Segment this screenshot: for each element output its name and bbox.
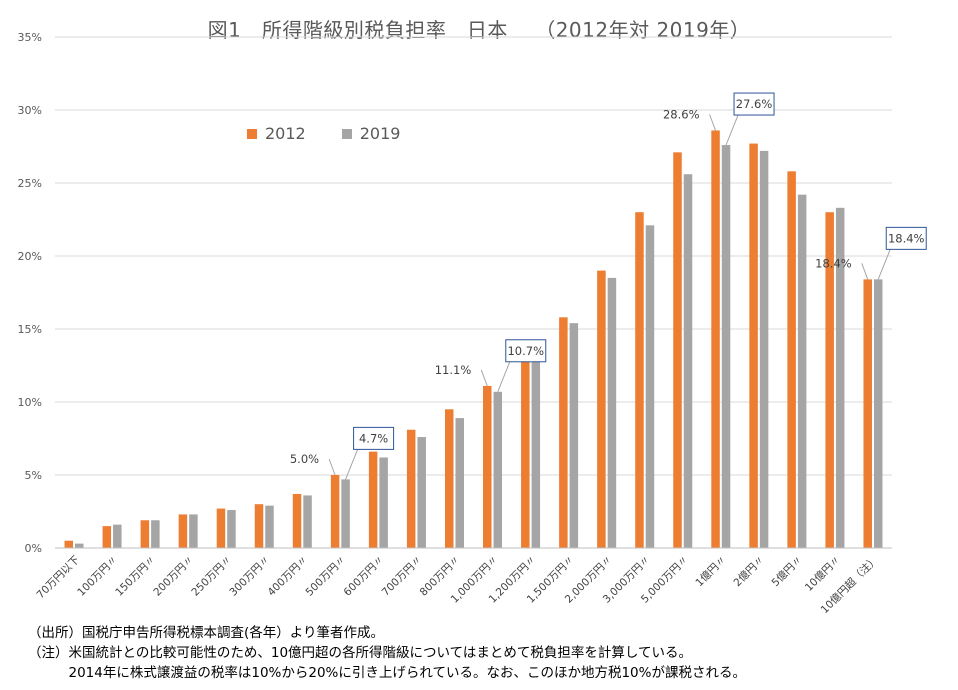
x-tick-label: 10億円〃: [802, 553, 843, 594]
bar-2012: [597, 270, 606, 548]
source-note: （出所）国税庁申告所得税標本調査(各年）より筆者作成。: [28, 625, 384, 641]
bar-2019: [265, 505, 274, 548]
y-tick-label: 25%: [18, 177, 42, 190]
bar-2012: [330, 475, 340, 548]
annotation-label: 18.4%: [888, 231, 925, 245]
bar-2019: [455, 418, 464, 548]
x-tick-label: 150万円〃: [113, 554, 158, 599]
y-tick-label: 35%: [18, 31, 42, 44]
y-tick-label: 0%: [25, 542, 42, 555]
bar-2012: [673, 152, 682, 548]
x-tick-label: 250万円〃: [189, 554, 234, 599]
bar-2019: [683, 174, 693, 549]
legend-swatch-2019: [341, 128, 352, 139]
x-tick-label: 5億円〃: [769, 553, 805, 589]
y-tick-label: 10%: [18, 396, 42, 409]
bar-2012: [140, 520, 150, 548]
annotation-leader: [709, 114, 717, 131]
bar-2012: [102, 526, 112, 548]
x-tick-label: 2億円〃: [731, 553, 767, 589]
bar-2019: [303, 495, 312, 548]
bar-2012: [787, 171, 796, 548]
annotation-box: [505, 339, 547, 363]
bar-2012: [825, 212, 834, 548]
annotation-leader: [725, 114, 739, 146]
annotation-label: 11.1%: [435, 363, 472, 377]
x-tick-label: 700万円〃: [380, 554, 425, 599]
x-tick-label: 300万円〃: [227, 554, 272, 599]
x-tick-label: 200万円〃: [151, 554, 196, 599]
annotation-leader: [328, 458, 336, 476]
bar-2019: [835, 207, 845, 548]
bar-2019: [113, 524, 122, 548]
bar-2019: [759, 150, 769, 548]
footnote-2: 2014年に株式譲渡益の税率は10%から20%に引き上げられている。なお、このほ…: [28, 665, 746, 681]
y-tick-label: 5%: [25, 469, 42, 482]
chart-legend: 2012 2019: [247, 124, 400, 143]
bar-2019: [569, 323, 579, 548]
footnote-1: （注）米国統計との比較可能性のため、10億円超の各所得階級についてはまとめて税負…: [28, 645, 692, 661]
annotation-box: [353, 426, 395, 450]
annotation-label: 10.7%: [507, 344, 544, 358]
bar-2019: [607, 277, 617, 548]
annotation-box: [885, 226, 927, 250]
y-tick-label: 20%: [18, 250, 42, 263]
bar-2012: [483, 385, 492, 548]
bar-2012: [216, 508, 226, 548]
x-tick-label: 600万円〃: [342, 554, 387, 599]
legend-item-2012: 2012: [247, 124, 306, 143]
bar-2012: [178, 514, 188, 548]
bar-2019: [151, 520, 160, 548]
annotation-label: 4.7%: [359, 431, 388, 445]
annotation-label: 28.6%: [663, 107, 700, 121]
bar-2012: [559, 317, 568, 548]
annotation-leader: [861, 263, 869, 280]
bar-2019: [227, 510, 236, 548]
annotation-label: 5.0%: [290, 452, 319, 466]
bar-2019: [873, 279, 883, 548]
bar-2012: [863, 279, 872, 548]
annotation-leader: [480, 369, 488, 387]
legend-label-2019: 2019: [359, 124, 401, 143]
y-tick-label: 15%: [18, 323, 42, 336]
annotation-leader: [877, 249, 891, 280]
annotation-label: 18.4%: [815, 256, 852, 270]
legend-swatch-2012: [247, 128, 257, 139]
annotation-leader: [345, 449, 359, 480]
y-tick-label: 30%: [18, 104, 42, 117]
bar-2012: [521, 355, 530, 548]
bar-2019: [493, 391, 503, 548]
annotation-box: [733, 92, 775, 116]
x-tick-label: 1億円〃: [693, 553, 729, 589]
bar-2019: [721, 145, 731, 549]
annotation-leader: [497, 361, 511, 392]
x-tick-label: 400万円〃: [265, 554, 310, 599]
bar-2019: [417, 437, 426, 548]
bar-2012: [292, 493, 302, 548]
chart-notes: （出所）国税庁申告所得税標本調査(各年）より筆者作成。 （注）米国統計との比較可…: [28, 623, 746, 683]
bar-2019: [531, 359, 541, 548]
bar-2019: [75, 543, 84, 548]
bar-2012: [749, 143, 758, 548]
legend-item-2019: 2019: [341, 124, 401, 143]
bar-2019: [797, 194, 807, 548]
x-tick-label: 100万円〃: [75, 554, 120, 599]
bar-2012: [254, 504, 264, 548]
bar-2019: [645, 225, 655, 548]
x-tick-label: 500万円〃: [304, 554, 349, 599]
chart-title: 図1 所得階級別税負担率 日本 （2012年対 2019年）: [207, 18, 751, 42]
bar-2019: [189, 514, 198, 548]
bar-2012: [444, 409, 454, 548]
bar-2012: [64, 540, 74, 548]
bar-2012: [711, 130, 720, 548]
bar-2019: [379, 457, 388, 548]
bar-2019: [341, 479, 350, 548]
legend-label-2012: 2012: [265, 124, 306, 143]
x-tick-label: 70万円以下: [35, 554, 83, 602]
bar-2012: [635, 212, 644, 548]
annotation-label: 27.6%: [736, 97, 773, 111]
bar-2012: [406, 429, 416, 548]
bar-2012: [368, 451, 378, 548]
